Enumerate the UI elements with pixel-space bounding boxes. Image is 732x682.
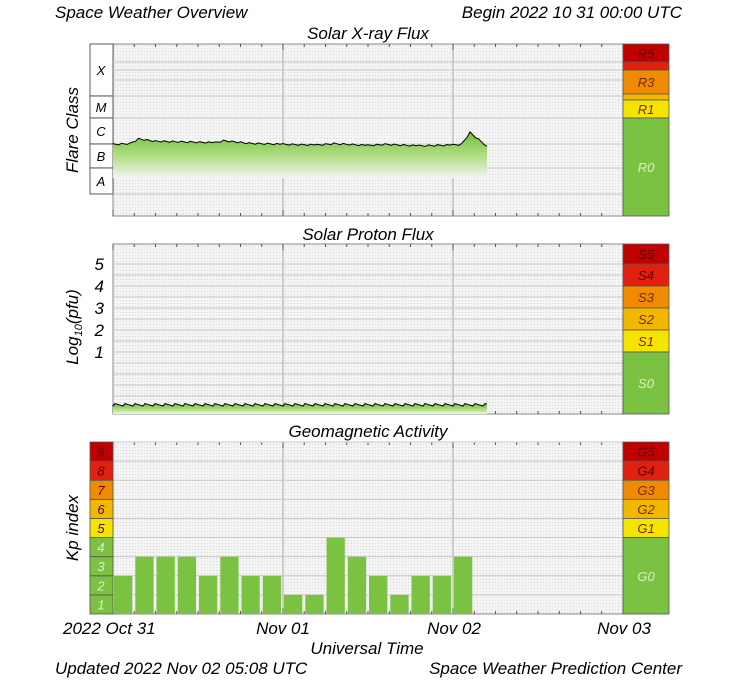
xray-class-label: B [97,149,106,164]
kp-bar [199,575,218,614]
x-tick-2: Nov 02 [427,619,481,638]
xray-scale-r1-label: R1 [638,102,655,117]
xray-scale-r2-box [622,93,670,101]
xray-plot-area [112,43,624,217]
proton-plot-area [112,243,624,415]
geomag-scale-g1-label: G1 [637,521,654,536]
proton-scale-s5-label: S5 [638,247,655,262]
xray-scale-r0-label: R0 [638,160,655,175]
kp-bar [241,575,260,614]
kp-level-label: 1 [97,597,104,612]
kp-level-label: 8 [97,464,105,479]
xray-scale-r3-label: R3 [638,75,655,90]
geomag-scale-g5-label: G5 [637,445,655,460]
kp-level-label: 2 [96,578,105,593]
kp-bar [262,575,282,614]
kp-bar [326,537,345,614]
proton-scale-s0-box [622,351,670,415]
kp-level-label: 5 [97,521,105,536]
kp-level-label: 4 [97,540,104,555]
xray-title: Solar X-ray Flux [307,24,429,43]
kp-level-label: 3 [97,559,105,574]
xray-class-label: C [96,124,106,139]
geomag-scale-g0-label: G0 [637,569,655,584]
proton-scale-s2-label: S2 [638,312,655,327]
updated-time: Updated 2022 Nov 02 05:08 UTC [55,659,308,678]
kp-bar [454,556,473,614]
proton-title: Solar Proton Flux [302,225,434,244]
xray-class-label: M [96,100,107,115]
kp-bar [284,594,303,614]
geomag-scale-g0-box [622,537,670,615]
xray-class-label: X [96,63,107,78]
xray-scale-r0-box [622,117,670,217]
proton-flux-line [112,403,488,408]
proton-y-tick-label: 5 [95,255,105,274]
geomag-ylabel: Kp index [63,494,82,561]
proton-y-tick-label: 1 [95,343,104,362]
proton-y-tick-label: 3 [95,299,105,318]
kp-bar [114,575,133,614]
proton-y-tick-label: 4 [95,277,104,296]
kp-bar [135,556,154,614]
kp-level-cell [89,441,114,462]
xray-scale-r4-box [622,61,670,71]
geomag-scale-g4-label: G4 [637,464,654,479]
x-tick-3: Nov 03 [597,619,651,638]
xray-flux-line [112,131,488,147]
x-tick-1: Nov 01 [256,619,310,638]
proton-scale-s3-label: S3 [638,290,655,305]
xray-ylabel: Flare Class [63,87,82,173]
proton-ylabel: Log10(pfu) [63,289,85,365]
geomag-scale-g2-label: G2 [637,502,655,517]
proton-scale-s0-label: S0 [638,376,655,391]
proton-scale-s4-label: S4 [638,268,654,283]
kp-bar [369,575,388,614]
center-name: Space Weather Prediction Center [429,659,683,678]
x-axis-label: Universal Time [310,639,423,658]
geomag-scale-g3-label: G3 [637,483,655,498]
geomag-title: Geomagnetic Activity [288,422,449,441]
xray-flux-area [113,131,487,178]
kp-bar [411,575,430,614]
proton-y-tick-label: 2 [94,321,105,340]
kp-level-label: 6 [97,502,105,517]
page-title: Space Weather Overview [55,3,249,22]
kp-level-label: 7 [97,483,105,498]
kp-bar [156,556,175,614]
kp-bar [305,594,324,614]
xray-scale-r5-label: R5 [638,46,655,61]
begin-time: Begin 2022 10 31 00:00 UTC [462,3,683,22]
proton-scale-s1-label: S1 [638,334,654,349]
kp-bar [432,575,452,614]
xray-class-cell [89,167,114,195]
kp-bar [390,594,409,614]
kp-bar [177,556,197,614]
kp-bar [347,556,367,614]
kp-level-label: 9 [97,445,104,460]
x-tick-0: 2022 Oct 31 [62,619,156,638]
xray-class-label: A [96,174,106,189]
kp-bar [220,556,239,614]
proton-flux-area [113,403,487,414]
